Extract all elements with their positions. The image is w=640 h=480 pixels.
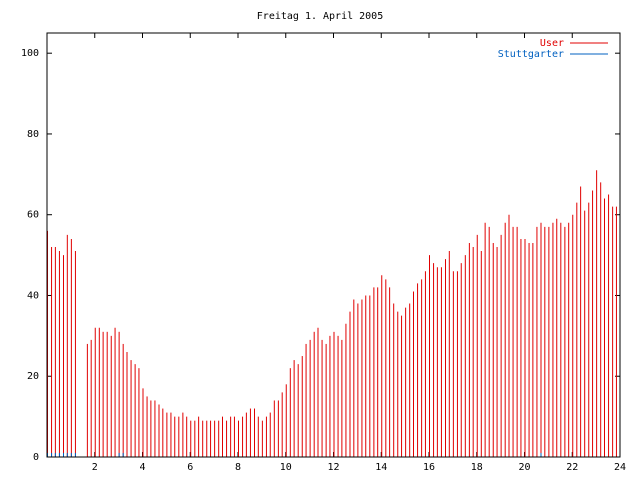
y-tick-label: 0 (33, 452, 39, 463)
y-tick-label: 20 (27, 371, 39, 382)
legend-label: User (540, 38, 564, 49)
y-tick-label: 40 (27, 290, 39, 301)
x-tick-label: 22 (566, 462, 578, 473)
y-tick-label: 100 (21, 48, 39, 59)
y-tick-label: 80 (27, 129, 39, 140)
x-tick-label: 12 (327, 462, 339, 473)
y-tick-label: 60 (27, 210, 39, 221)
x-tick-label: 14 (375, 462, 387, 473)
x-tick-label: 8 (235, 462, 241, 473)
x-tick-label: 4 (139, 462, 145, 473)
x-tick-label: 24 (614, 462, 626, 473)
x-tick-label: 20 (518, 462, 530, 473)
chart-title: Freitag 1. April 2005 (257, 11, 383, 22)
x-tick-label: 6 (187, 462, 193, 473)
plot-frame (46, 32, 621, 458)
x-tick-label: 18 (471, 462, 483, 473)
x-tick-label: 16 (423, 462, 435, 473)
x-tick-label: 2 (92, 462, 98, 473)
x-tick-label: 10 (280, 462, 292, 473)
legend-label: Stuttgarter (498, 49, 564, 60)
